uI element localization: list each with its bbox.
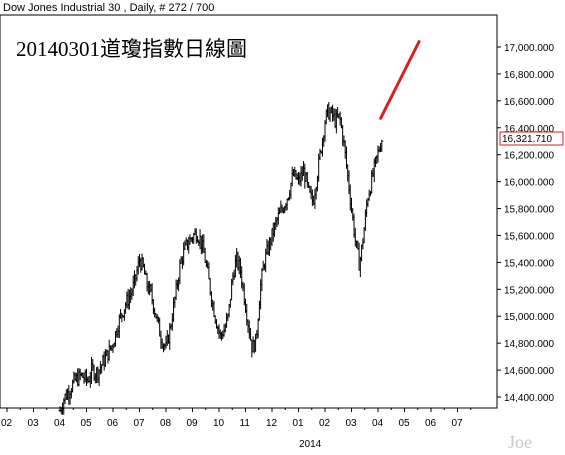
y-axis: 14,400.000 14,600.000 14,800.000 15,000.000… <box>497 43 554 404</box>
x-tick-label: 06 <box>107 418 119 429</box>
x-tick-label: 03 <box>346 418 358 429</box>
x-tick-label: 08 <box>160 418 172 429</box>
x-tick-label: 02 <box>1 418 13 429</box>
y-tick-label: 16,000.000 <box>504 178 554 189</box>
watermark: Joe <box>508 432 532 452</box>
y-tick-label: 14,600.000 <box>504 366 554 377</box>
y-tick-label: 14,400.000 <box>504 393 554 404</box>
plot-frame <box>0 14 498 409</box>
y-tick-label: 16,400.000 <box>504 124 554 135</box>
x-tick-label: 04 <box>372 418 384 429</box>
price-bars <box>58 101 384 415</box>
x-tick-label: 11 <box>240 418 251 429</box>
last-value-label: 16,321.710 <box>502 134 552 145</box>
x-tick-label: 10 <box>213 418 225 429</box>
x-tick-label: 06 <box>425 418 437 429</box>
x-year-label: 2014 <box>299 439 322 450</box>
chart-header: Dow Jones Industrial 30 , Daily, # 272 /… <box>3 2 214 14</box>
y-tick-label: 15,400.000 <box>504 258 554 269</box>
x-tick-label: 07 <box>134 418 146 429</box>
y-tick-label: 15,000.000 <box>504 312 554 323</box>
last-value-box <box>499 131 564 146</box>
x-tick-label: 07 <box>452 418 464 429</box>
x-tick-label: 09 <box>187 418 199 429</box>
y-tick-label: 16,800.000 <box>504 70 554 81</box>
y-tick-label: 14,800.000 <box>504 339 554 350</box>
y-tick-label: 15,800.000 <box>504 205 554 216</box>
y-tick-label: 15,200.000 <box>504 285 554 296</box>
y-tick-label: 17,000.000 <box>504 43 554 54</box>
y-tick-label: 16,200.000 <box>504 151 554 162</box>
annotation-layer <box>379 40 421 120</box>
x-axis: 02 03 04 05 06 07 08 09 10 11 12 01 02 03 04 05 06 07 <box>1 408 472 429</box>
x-tick-label: 05 <box>399 418 411 429</box>
x-tick-label: 02 <box>319 418 331 429</box>
x-tick-label: 03 <box>28 418 40 429</box>
x-tick-label: 01 <box>293 418 305 429</box>
x-tick-label: 05 <box>81 418 93 429</box>
chart-title: 20140301道瓊指數日線圖 <box>16 37 247 61</box>
ohlc-bar <box>380 139 384 152</box>
x-tick-label: 04 <box>54 418 66 429</box>
y-tick-label: 15,600.000 <box>504 231 554 242</box>
x-tick-label: 12 <box>266 418 278 429</box>
y-tick-label: 16,600.000 <box>504 97 554 108</box>
trend-line <box>379 40 421 120</box>
